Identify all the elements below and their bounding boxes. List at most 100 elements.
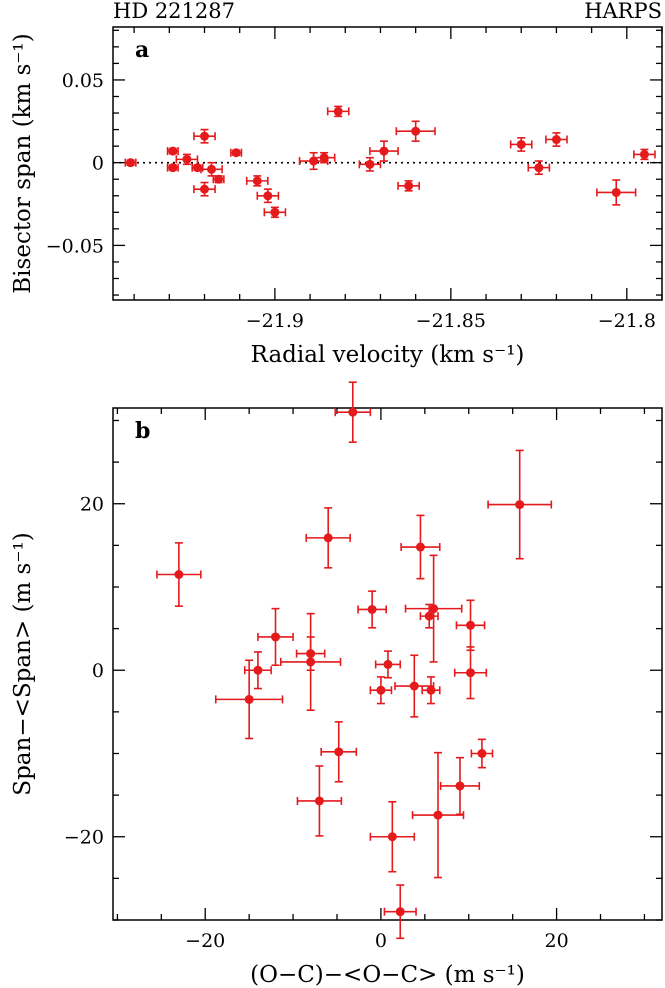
data-marker: [466, 668, 476, 678]
data-point: [156, 542, 202, 607]
data-point: [200, 161, 223, 177]
data-point: [369, 140, 399, 162]
data-point: [256, 188, 280, 204]
data-marker: [174, 570, 184, 580]
data-point: [166, 163, 179, 173]
data-marker: [534, 163, 544, 173]
data-point: [326, 105, 350, 118]
data-marker: [376, 685, 386, 695]
data-marker: [433, 810, 443, 820]
data-point: [453, 646, 488, 700]
data-point: [395, 120, 436, 142]
x-tick-label: 20: [544, 930, 568, 952]
data-marker: [214, 174, 224, 184]
data-marker: [126, 158, 136, 168]
data-point: [296, 765, 343, 837]
y-tick-label: −0.05: [46, 235, 104, 257]
data-marker: [271, 632, 281, 642]
data-marker: [270, 207, 280, 217]
data-point: [243, 651, 272, 690]
data-marker: [477, 748, 487, 758]
data-marker: [411, 126, 421, 136]
data-marker: [367, 604, 377, 614]
data-marker: [200, 184, 209, 194]
instrument-label: HARPS: [584, 0, 662, 23]
data-point: [411, 751, 465, 879]
data-marker: [365, 159, 375, 169]
data-marker: [244, 694, 254, 704]
data-marker: [231, 148, 241, 158]
x-axis-label: Radial velocity (km s⁻¹): [251, 342, 525, 368]
y-tick-label: 0: [92, 153, 104, 175]
x-tick-label: −21.8: [598, 310, 656, 332]
data-point: [191, 163, 204, 173]
tick-marks: [113, 408, 662, 921]
data-marker: [168, 163, 178, 173]
data-point: [383, 884, 417, 940]
data-point: [397, 180, 420, 192]
data-point: [487, 449, 553, 560]
data-marker: [182, 154, 192, 164]
data-point: [419, 603, 439, 629]
data-marker: [404, 181, 414, 191]
plot-frame: [112, 26, 663, 301]
panel-letter: a: [135, 37, 149, 63]
data-marker: [409, 681, 419, 691]
data-marker: [639, 149, 649, 159]
data-point: [404, 554, 463, 663]
data-point: [369, 800, 416, 873]
data-marker: [466, 620, 476, 630]
y-tick-label: 20: [80, 494, 104, 516]
data-point: [400, 514, 441, 580]
data-point: [421, 676, 441, 705]
data-point: [257, 607, 294, 667]
panel-a-bisector-vs-rv: −21.9 −21.85 −21.8 −0.05 0 0.05 Radial velocit…: [10, 26, 663, 368]
data-marker: [252, 176, 262, 186]
data-marker: [426, 685, 436, 695]
data-marker: [253, 665, 263, 675]
data-marker: [379, 146, 389, 156]
data-marker: [334, 747, 344, 757]
data-point: [320, 721, 358, 783]
data-marker: [415, 542, 425, 552]
x-axis-label: (O−C)−<O−C> (m s⁻¹): [250, 962, 525, 988]
panel-letter: b: [135, 418, 150, 444]
data-point: [545, 132, 568, 147]
data-marker: [516, 139, 526, 149]
x-tick-label: −21.85: [416, 310, 486, 332]
y-tick-label: 0: [92, 660, 104, 682]
data-point: [357, 590, 387, 629]
data-marker: [429, 604, 439, 614]
data-marker: [348, 407, 358, 417]
data-marker: [200, 131, 209, 141]
data-marker: [515, 500, 525, 510]
data-marker: [168, 146, 178, 156]
data-marker: [611, 187, 621, 197]
panel-b-span-vs-residuals: −20 0 20 −20 0 20 (O−C)−<O−C> (m s⁻¹) Span−<Spa…: [10, 381, 663, 988]
data-point: [369, 676, 393, 705]
data-point: [175, 153, 199, 166]
data-point: [212, 174, 225, 184]
y-axis-label: Span−<Span> (m s⁻¹): [10, 532, 36, 795]
data-marker: [455, 781, 465, 791]
data-point: [193, 181, 216, 197]
data-point: [214, 659, 284, 740]
x-tick-label: −20: [185, 930, 225, 952]
data-point: [509, 137, 533, 152]
data-point: [439, 756, 481, 816]
data-marker: [551, 135, 561, 145]
data-point: [527, 160, 551, 176]
data-marker: [383, 659, 393, 669]
data-point: [334, 381, 372, 443]
data-point: [394, 654, 435, 718]
data-marker: [319, 153, 329, 163]
data-marker: [192, 163, 202, 173]
data-point: [166, 146, 179, 156]
data-point: [596, 179, 637, 206]
x-tick-label: −21.9: [246, 310, 304, 332]
data-point: [305, 507, 351, 569]
data-point: [263, 206, 287, 219]
y-tick-label: 0.05: [62, 70, 104, 92]
data-marker: [263, 191, 273, 201]
